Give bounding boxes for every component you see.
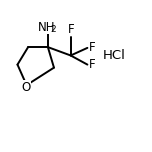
Text: HCl: HCl — [103, 49, 125, 62]
Text: F: F — [89, 58, 96, 71]
Text: NH: NH — [38, 21, 56, 34]
Text: F: F — [68, 23, 75, 36]
Text: F: F — [89, 41, 96, 54]
Text: 2: 2 — [51, 25, 57, 34]
Text: O: O — [21, 81, 30, 94]
